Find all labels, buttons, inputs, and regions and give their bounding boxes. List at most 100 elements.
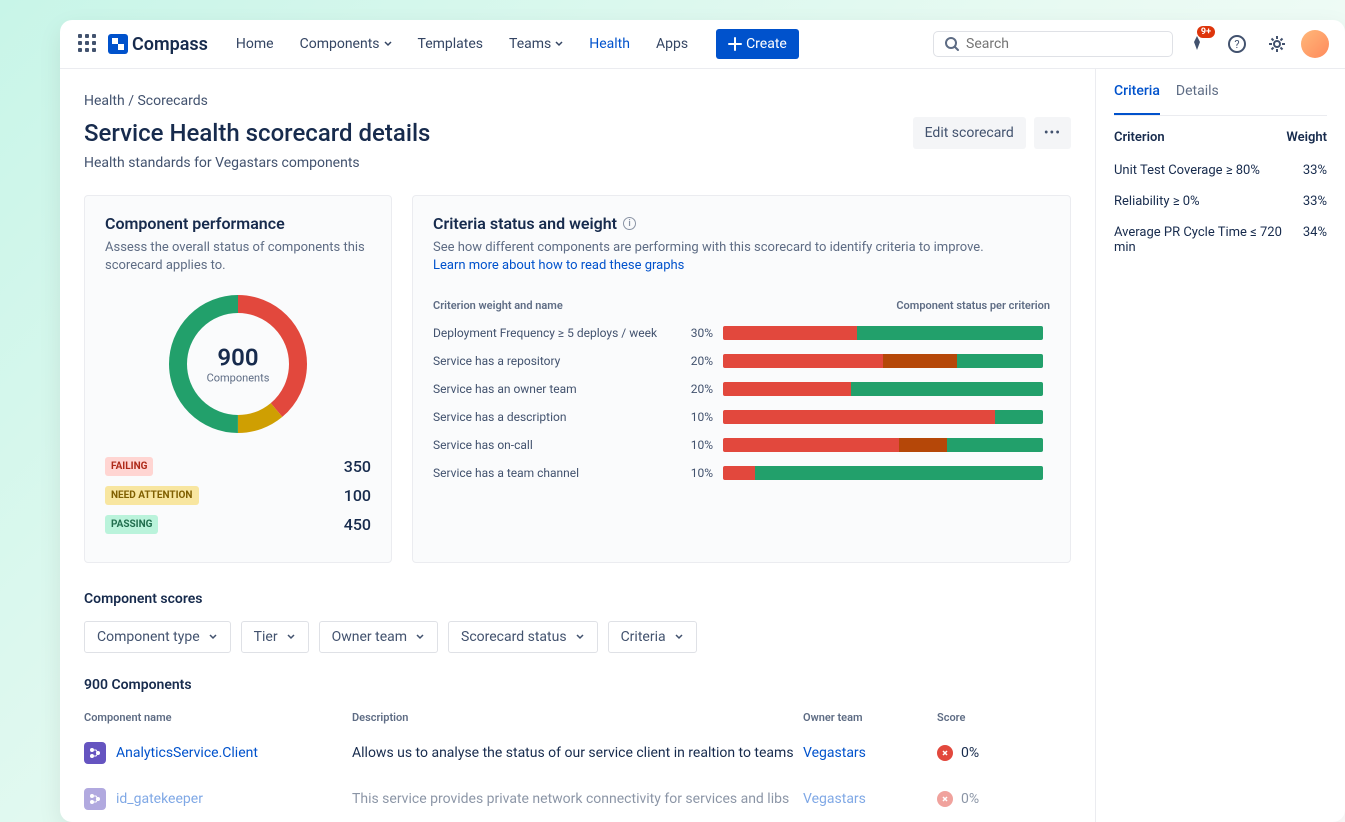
th-score: Score <box>937 711 1071 724</box>
search-input[interactable] <box>966 36 1162 52</box>
nav-teams[interactable]: Teams <box>497 30 575 58</box>
scores-section-title: Component scores <box>84 591 1071 607</box>
crit-col1: Criterion weight and name <box>433 299 563 312</box>
compass-logo-icon <box>108 34 128 54</box>
search-box[interactable] <box>933 31 1173 57</box>
crit-desc: See how different components are perform… <box>433 240 984 255</box>
side-criterion-weight: 34% <box>1303 225 1327 240</box>
side-col1: Criterion <box>1114 130 1165 145</box>
chevron-down-icon <box>575 632 585 642</box>
nav-health[interactable]: Health <box>577 30 642 58</box>
side-tabs: Criteria Details <box>1114 69 1327 116</box>
more-actions-button[interactable]: ••• <box>1034 117 1071 149</box>
performance-donut-chart: 900 Components <box>163 289 313 439</box>
app-window: Compass HomeComponentsTemplatesTeamsHeal… <box>60 20 1345 822</box>
breadcrumb-current[interactable]: Scorecards <box>137 93 207 109</box>
filter-owner-team[interactable]: Owner team <box>319 621 438 653</box>
criterion-weight: 20% <box>673 382 713 396</box>
search-icon <box>944 36 960 52</box>
side-panel: CriteriaDetails Criterion Weight Unit Te… <box>1095 69 1345 822</box>
nav-components[interactable]: Components <box>288 30 404 58</box>
criterion-name: Service has an owner team <box>433 382 673 396</box>
side-criterion-row: Reliability ≥ 0%33% <box>1114 186 1327 217</box>
side-criterion-weight: 33% <box>1303 163 1327 178</box>
criterion-name: Service has on-call <box>433 438 673 452</box>
table-header: Component name Description Owner team Sc… <box>84 705 1071 730</box>
criterion-name: Service has a team channel <box>433 466 673 480</box>
legend-row: FAILING350 <box>105 457 371 476</box>
donut-total: 900 <box>207 344 270 372</box>
filter-criteria[interactable]: Criteria <box>608 621 697 653</box>
plus-icon <box>728 37 742 51</box>
side-tab-criteria[interactable]: Criteria <box>1114 69 1160 115</box>
legend-value: 350 <box>344 457 371 476</box>
chevron-down-icon <box>384 40 392 48</box>
crit-title: Criteria status and weight i <box>433 214 1050 233</box>
help-button[interactable]: ? <box>1221 28 1253 60</box>
top-navigation: Compass HomeComponentsTemplatesTeamsHeal… <box>60 20 1345 69</box>
side-criterion-row: Unit Test Coverage ≥ 80% 33% <box>1114 155 1327 186</box>
criterion-row: Service has an owner team20% <box>433 382 1050 396</box>
filter-component-type[interactable]: Component type <box>84 621 231 653</box>
chevron-down-icon <box>674 632 684 642</box>
notification-badge: 9+ <box>1197 26 1215 38</box>
criterion-row: Service has a repository20% <box>433 354 1050 368</box>
nav-templates[interactable]: Templates <box>406 30 496 58</box>
side-criterion-label: Reliability ≥ 0% <box>1114 194 1291 209</box>
breadcrumb: Health / Scorecards <box>84 93 1071 109</box>
th-owner: Owner team <box>803 711 937 724</box>
criterion-weight: 20% <box>673 354 713 368</box>
th-name: Component name <box>84 711 352 724</box>
criterion-bar <box>723 354 1043 368</box>
settings-button[interactable] <box>1261 28 1293 60</box>
help-icon: ? <box>1227 34 1247 54</box>
page-title: Service Health scorecard details <box>84 119 430 147</box>
criterion-row: Service has on-call10% <box>433 438 1050 452</box>
create-button[interactable]: Create <box>716 29 799 59</box>
status-badge: NEED ATTENTION <box>105 486 199 505</box>
component-performance-card: Component performance Assess the overall… <box>84 195 392 563</box>
side-criterion-label: Average PR Cycle Time ≤ 720 min <box>1114 225 1291 255</box>
nav-home[interactable]: Home <box>224 30 286 58</box>
criterion-row: Service has a description10% <box>433 410 1050 424</box>
chevron-down-icon <box>208 632 218 642</box>
score-status-icon <box>937 745 953 761</box>
legend-row: PASSING450 <box>105 515 371 534</box>
legend-row: NEED ATTENTION100 <box>105 486 371 505</box>
criterion-row: Deployment Frequency ≥ 5 deploys / week3… <box>433 326 1050 340</box>
component-link[interactable]: AnalyticsService.Client <box>116 745 258 761</box>
components-table: Component name Description Owner team Sc… <box>84 705 1071 822</box>
th-desc: Description <box>352 711 803 724</box>
criterion-weight: 30% <box>673 326 713 340</box>
breadcrumb-root[interactable]: Health <box>84 93 125 109</box>
status-badge: PASSING <box>105 515 158 534</box>
side-tab-details[interactable]: Details <box>1176 69 1219 115</box>
learn-more-link[interactable]: Learn more about how to read these graph… <box>433 258 684 273</box>
criterion-name: Service has a repository <box>433 354 673 368</box>
page-body: Health / Scorecards Service Health score… <box>60 69 1345 822</box>
component-icon <box>84 742 106 764</box>
primary-nav: HomeComponentsTemplatesTeamsHealthApps <box>224 30 700 58</box>
product-logo[interactable]: Compass <box>108 34 208 55</box>
create-label: Create <box>746 36 787 52</box>
side-criterion-label: Unit Test Coverage ≥ 80% <box>1114 163 1291 178</box>
filter-tier[interactable]: Tier <box>241 621 309 653</box>
app-switcher-icon[interactable] <box>76 32 100 56</box>
component-description: Allows us to analyse the status of our s… <box>352 745 803 761</box>
nav-apps[interactable]: Apps <box>644 30 700 58</box>
criterion-bar <box>723 438 1043 452</box>
edit-scorecard-button[interactable]: Edit scorecard <box>913 117 1026 149</box>
table-count: 900 Components <box>84 677 1071 693</box>
notifications-button[interactable]: 9+ <box>1181 28 1213 60</box>
criterion-row: Service has a team channel10% <box>433 466 1050 480</box>
product-name: Compass <box>132 34 208 55</box>
filter-bar: Component type Tier Owner team Scorecard st… <box>84 621 1071 653</box>
info-icon[interactable]: i <box>623 217 636 230</box>
user-avatar[interactable] <box>1301 30 1329 58</box>
filter-scorecard-status[interactable]: Scorecard status <box>448 621 598 653</box>
owner-link[interactable]: Vegastars <box>803 745 937 761</box>
perf-desc: Assess the overall status of components … <box>105 239 371 275</box>
criterion-bar <box>723 326 1043 340</box>
crit-col2: Component status per criterion <box>896 299 1050 312</box>
donut-label: Components <box>207 372 270 385</box>
